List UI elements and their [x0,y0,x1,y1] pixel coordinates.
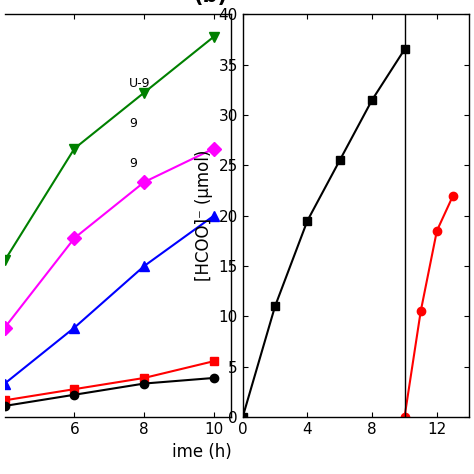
Text: 9: 9 [129,157,137,170]
Y-axis label: [HCOO]⁻ (μmol): [HCOO]⁻ (μmol) [195,150,213,282]
Text: U-9: U-9 [129,77,151,90]
Text: (b): (b) [193,0,227,6]
X-axis label: ime (h): ime (h) [172,443,231,461]
Text: 9: 9 [129,117,137,130]
